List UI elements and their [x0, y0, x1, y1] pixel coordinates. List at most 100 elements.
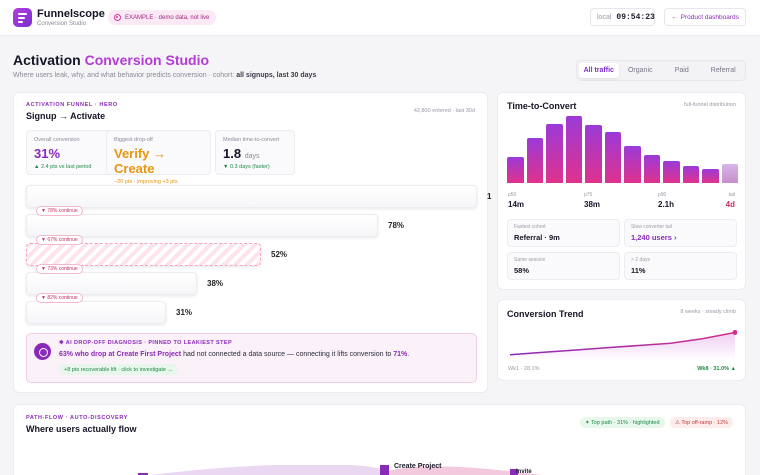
funnel-step-percent: 31%	[176, 308, 193, 317]
funnel-step-bar[interactable]	[26, 301, 166, 324]
local-clock: local 09:54:23	[590, 8, 655, 26]
page-title-plain: Activation	[13, 52, 85, 68]
investigate-button[interactable]: +8 pts recoverable lift · click to inves…	[59, 364, 178, 375]
histogram-bar[interactable]	[682, 166, 699, 183]
segment-organic[interactable]: Organic	[627, 67, 653, 74]
histogram-bar[interactable]	[565, 116, 582, 183]
trend-area	[510, 332, 735, 360]
percentile-value: 14m	[508, 200, 525, 209]
target-icon	[34, 343, 51, 360]
funnel-title: Signup → Activate	[26, 111, 106, 121]
path-flow-card: PATH-FLOW · AUTO-DISCOVERY Where users a…	[13, 404, 746, 475]
trend-chart	[509, 330, 737, 360]
kpi-median-time: Median time-to-convert 1.8 days ▼ 0.3 da…	[215, 130, 295, 175]
histogram-bar[interactable]	[546, 124, 563, 183]
ttc-stat-value: Referral · 9m	[514, 233, 560, 242]
kpi-value: 31%	[34, 146, 61, 161]
funnel-step-percent: 78%	[388, 221, 405, 230]
continue-rate-pill: ▼ 82% continue	[36, 293, 83, 303]
funnel-step-percent: 1	[487, 192, 492, 201]
node-create-label: Create Project	[394, 463, 442, 470]
ttc-stat-label: Same session	[514, 257, 546, 263]
segment-paid[interactable]: Paid	[674, 67, 689, 74]
ai-dropoff-diagnosis: ✱ AI DROP-OFF DIAGNOSIS · PINNED TO LEAK…	[26, 333, 477, 383]
top-path-tag[interactable]: ✦ Top path · 31% · highlighted	[580, 417, 665, 428]
funnel-step-bar[interactable]	[26, 214, 378, 237]
segment-referral[interactable]: Referral	[710, 67, 736, 74]
page-title-accent: Conversion Studio	[84, 52, 210, 68]
histogram-bar[interactable]	[721, 164, 738, 183]
page-subtitle: Where users leak, why, and what behavior…	[13, 72, 316, 79]
trend-end-label: Wk8 · 31.0% ▲	[697, 366, 736, 372]
path-title: Where users actually flow	[26, 424, 137, 434]
kpi-sub: ▼ 0.3 days (faster)	[223, 164, 270, 170]
flow-node-invite	[510, 469, 518, 475]
node-invite-label: Invite	[516, 469, 532, 475]
product-dashboards-label: Product dashboards	[680, 13, 739, 21]
kpi-value: 1.8 days	[223, 146, 260, 161]
funnel-step-bar[interactable]	[26, 272, 197, 295]
funnel-step-percent: 38%	[207, 279, 224, 288]
traffic-segment-control: All traffic Organic Paid Referral	[576, 60, 746, 81]
brand-name: Funnelscope	[37, 8, 105, 20]
ttc-title: Time-to-Convert	[507, 101, 577, 111]
ttc-stat-label: Fastest cohort	[514, 224, 546, 230]
trend-line	[509, 331, 736, 356]
flow-band-main	[149, 465, 384, 475]
ttc-stat-card: Same session 58%	[507, 252, 620, 280]
product-dashboards-button[interactable]: ← Product dashboards	[664, 8, 746, 26]
time-to-convert-card: Time-to-Convert full-funnel distribution…	[497, 92, 746, 290]
percentile-label: p50	[508, 192, 517, 198]
funnel-eyebrow: ACTIVATION FUNNEL · HERO	[26, 102, 118, 108]
percentile-value: 4d	[725, 200, 735, 209]
ttc-stat-label: > 2 days	[631, 257, 651, 263]
flow-node-start	[138, 473, 148, 475]
trend-meta: 8 weeks · steady climb	[680, 309, 736, 315]
ttc-stat-value: 58%	[514, 266, 530, 275]
subtitle-cohort: all signups, last 30 days	[236, 72, 317, 79]
segment-all-traffic[interactable]: All traffic	[579, 63, 619, 78]
clock-label: local	[597, 13, 612, 21]
funnel-meta: 42,800 entered · last 30d	[413, 108, 475, 114]
ttc-stat-card: > 2 days 11%	[624, 252, 737, 280]
funnel-step-bar[interactable]	[26, 185, 477, 208]
kpi-biggest-dropoff: Biggest drop-off Verify → Create −20 pts…	[106, 130, 211, 185]
ttc-stat-card[interactable]: Slow converter tail 1,240 users ›	[624, 219, 737, 247]
logo-icon	[13, 8, 32, 27]
percentile-value: 2.1h	[658, 200, 675, 209]
histogram-bar[interactable]	[507, 157, 524, 183]
demo-badge-label: EXAMPLE · demo data, not live	[125, 14, 210, 21]
ttc-meta: full-funnel distribution	[684, 102, 736, 108]
funnel-step-percent: 52%	[271, 250, 288, 259]
histogram-bar[interactable]	[624, 146, 641, 183]
ttc-stat-label: Slow converter tail	[631, 224, 672, 230]
flow-band-right	[386, 466, 542, 475]
histogram-bar[interactable]	[663, 161, 680, 183]
ttc-histogram	[507, 111, 738, 183]
diagnosis-text: 63% who drop at Create First Project had…	[59, 351, 410, 358]
histogram-bar[interactable]	[604, 132, 621, 183]
arrow-left-icon: ←	[671, 13, 678, 21]
activation-funnel-card: ACTIVATION FUNNEL · HERO Signup → Activa…	[13, 92, 492, 393]
clock-value: 09:54:23	[616, 12, 655, 22]
histogram-bar[interactable]	[643, 155, 660, 183]
ttc-stat-card: Fastest cohort Referral · 9m	[507, 219, 620, 247]
histogram-bar[interactable]	[585, 125, 602, 183]
kpi-sub: ▲ 2.4 pts vs last period	[34, 164, 92, 170]
funnel-step-bar[interactable]	[26, 243, 261, 266]
brand-subtitle: Conversion Studio	[37, 21, 87, 27]
percentile-label: p75	[584, 192, 593, 198]
top-bar: Funnelscope Conversion Studio EXAMPLE · …	[0, 0, 760, 36]
percentile-label: tail	[728, 192, 735, 198]
path-eyebrow: PATH-FLOW · AUTO-DISCOVERY	[26, 415, 128, 421]
continue-rate-pill: ▼ 73% continue	[36, 264, 83, 274]
ttc-stat-value: 1,240 users ›	[631, 233, 677, 242]
kpi-overall-conversion: Overall conversion 31% ▲ 2.4 pts vs last…	[26, 130, 121, 175]
subtitle-prefix: Where users leak, why, and what behavior…	[13, 72, 237, 79]
kpi-label: Biggest drop-off	[114, 137, 153, 143]
conversion-trend-card: Conversion Trend 8 weeks · steady climb …	[497, 299, 746, 381]
histogram-bar[interactable]	[526, 138, 543, 183]
histogram-bar[interactable]	[702, 169, 719, 183]
top-offramp-tag[interactable]: ⚠ Top off-ramp · 12%	[670, 417, 734, 428]
trend-point	[732, 330, 737, 336]
